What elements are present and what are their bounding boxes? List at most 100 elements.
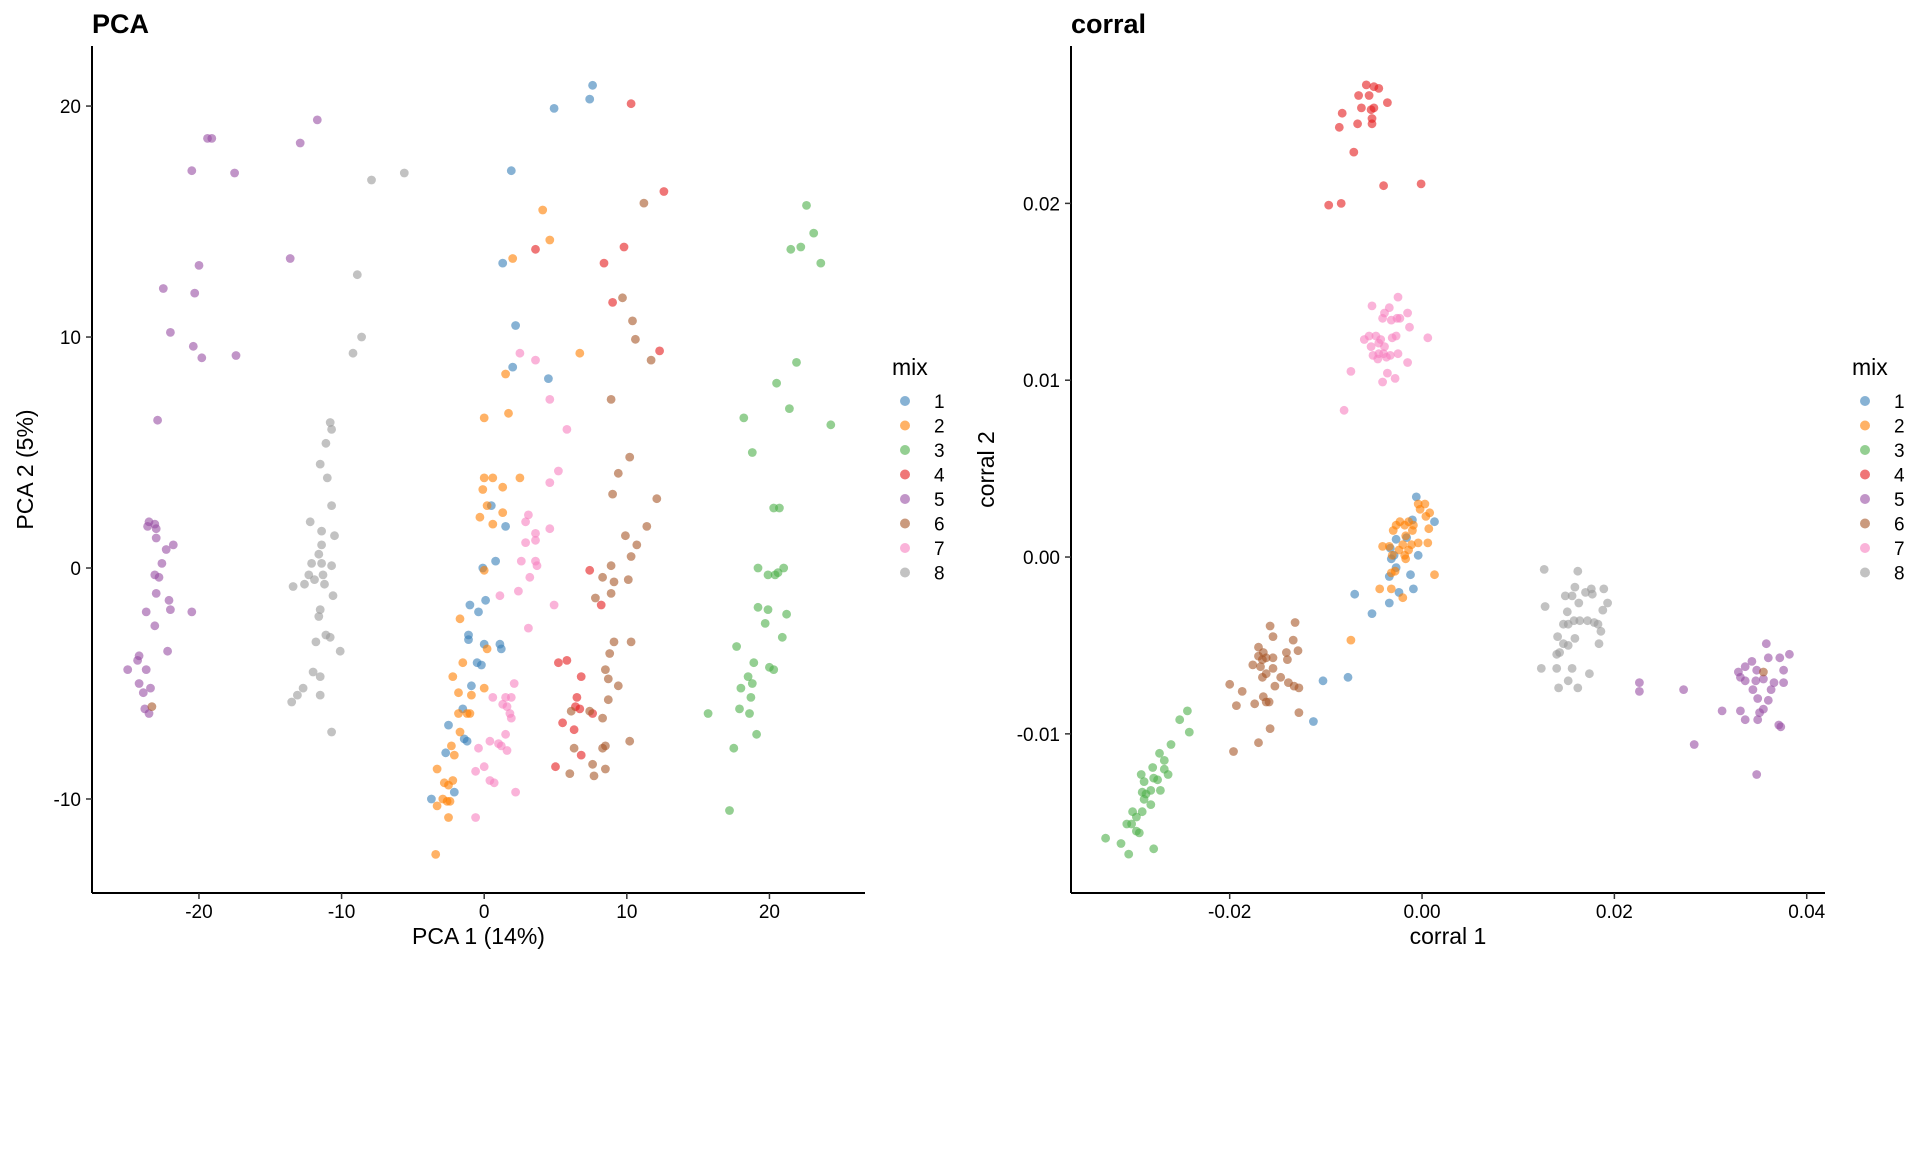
point-mix-7 bbox=[471, 813, 480, 822]
point-mix-5 bbox=[157, 559, 167, 568]
point-mix-7 bbox=[515, 348, 525, 358]
point-mix-2 bbox=[455, 727, 465, 737]
legend-label: 3 bbox=[934, 441, 945, 462]
point-mix-7 bbox=[509, 679, 519, 688]
point-mix-2 bbox=[1346, 635, 1356, 645]
chart-title: corral bbox=[1071, 9, 1146, 39]
point-mix-2 bbox=[479, 565, 489, 575]
point-mix-6 bbox=[601, 665, 610, 674]
point-mix-1 bbox=[1406, 570, 1415, 580]
point-mix-6 bbox=[566, 706, 576, 716]
point-mix-5 bbox=[1761, 639, 1771, 649]
point-mix-5 bbox=[1769, 678, 1779, 687]
point-mix-7 bbox=[524, 623, 533, 633]
point-mix-6 bbox=[601, 764, 610, 774]
point-mix-6 bbox=[621, 531, 630, 541]
point-mix-6 bbox=[631, 334, 640, 344]
point-mix-3 bbox=[1132, 812, 1141, 822]
point-mix-4 bbox=[1337, 108, 1347, 118]
point-mix-2 bbox=[432, 801, 442, 811]
point-mix-5 bbox=[168, 540, 178, 550]
point-mix-5 bbox=[1753, 694, 1763, 703]
point-mix-7 bbox=[1346, 367, 1356, 376]
point-mix-2 bbox=[479, 683, 489, 693]
point-mix-5 bbox=[154, 572, 164, 582]
point-mix-8 bbox=[1596, 626, 1606, 636]
point-mix-2 bbox=[458, 658, 468, 668]
point-mix-8 bbox=[1575, 616, 1585, 626]
point-mix-1 bbox=[544, 374, 553, 383]
legend-key-2 bbox=[900, 420, 910, 431]
point-mix-3 bbox=[1116, 839, 1126, 848]
point-mix-8 bbox=[335, 646, 345, 656]
point-mix-4 bbox=[1383, 98, 1392, 107]
point-mix-8 bbox=[1563, 676, 1573, 686]
point-mix-2 bbox=[504, 408, 513, 418]
point-mix-3 bbox=[1155, 748, 1164, 758]
point-mix-6 bbox=[603, 674, 613, 684]
point-mix-7 bbox=[514, 586, 523, 596]
panel-corral: corral -0.02 0.00 0.02 0.04 -0.01 0.00 0.01 0.02… bbox=[973, 9, 1905, 949]
point-mix-3 bbox=[796, 242, 806, 252]
point-mix-1 bbox=[474, 607, 483, 617]
point-mix-5 bbox=[138, 688, 148, 698]
legend-key-4 bbox=[900, 469, 910, 480]
point-mix-2 bbox=[478, 485, 488, 494]
point-mix-4 bbox=[1357, 103, 1366, 113]
point-mix-3 bbox=[785, 404, 794, 413]
point-mix-8 bbox=[315, 459, 325, 469]
legend-key-6 bbox=[1860, 518, 1870, 529]
point-mix-2 bbox=[1401, 531, 1411, 541]
point-mix-4 bbox=[575, 704, 585, 714]
point-mix-2 bbox=[498, 482, 508, 492]
point-mix-8 bbox=[1587, 589, 1597, 599]
point-mix-7 bbox=[474, 743, 483, 753]
point-mix-1 bbox=[549, 104, 559, 113]
point-mix-2 bbox=[479, 473, 489, 483]
point-mix-5 bbox=[230, 168, 240, 178]
point-mix-7 bbox=[506, 693, 516, 702]
point-mix-4 bbox=[554, 658, 563, 668]
point-mix-1 bbox=[427, 794, 436, 804]
point-mix-5 bbox=[1763, 653, 1773, 663]
point-mix-3 bbox=[826, 420, 836, 430]
point-mix-4 bbox=[1379, 181, 1388, 191]
point-mix-6 bbox=[606, 395, 616, 404]
point-mix-3 bbox=[1183, 706, 1192, 716]
point-mix-5 bbox=[134, 679, 144, 688]
legend-key-5 bbox=[900, 494, 910, 504]
point-mix-4 bbox=[596, 600, 606, 610]
point-mix-1 bbox=[496, 644, 506, 654]
point-mix-1 bbox=[1413, 550, 1423, 560]
point-mix-6 bbox=[626, 637, 636, 647]
point-mix-4 bbox=[585, 565, 595, 575]
point-mix-6 bbox=[1283, 655, 1292, 664]
legend-label: 7 bbox=[1894, 539, 1905, 560]
point-mix-8 bbox=[1567, 591, 1577, 601]
point-mix-8 bbox=[315, 690, 325, 700]
legend-label: 1 bbox=[934, 392, 945, 413]
x-tick-label: 0.00 bbox=[1404, 902, 1441, 923]
point-mix-2 bbox=[501, 369, 510, 379]
point-mix-7 bbox=[1378, 377, 1387, 387]
legend-key-8 bbox=[1860, 567, 1870, 578]
point-mix-2 bbox=[1384, 542, 1394, 551]
point-mix-4 bbox=[1361, 80, 1371, 90]
point-mix-8 bbox=[327, 425, 336, 434]
point-mix-8 bbox=[325, 632, 335, 642]
points bbox=[1101, 80, 1794, 859]
point-mix-6 bbox=[606, 561, 616, 571]
point-mix-6 bbox=[589, 771, 599, 781]
point-mix-6 bbox=[613, 681, 623, 691]
point-mix-6 bbox=[1237, 687, 1247, 696]
point-mix-6 bbox=[1268, 653, 1278, 663]
point-mix-7 bbox=[545, 524, 555, 534]
point-mix-2 bbox=[538, 205, 548, 215]
point-mix-3 bbox=[1163, 770, 1173, 779]
point-mix-2 bbox=[454, 709, 463, 718]
point-mix-3 bbox=[732, 642, 741, 651]
x-tick-label: -10 bbox=[328, 902, 355, 923]
point-mix-8 bbox=[1593, 619, 1603, 629]
legend-label: 8 bbox=[1894, 564, 1905, 585]
